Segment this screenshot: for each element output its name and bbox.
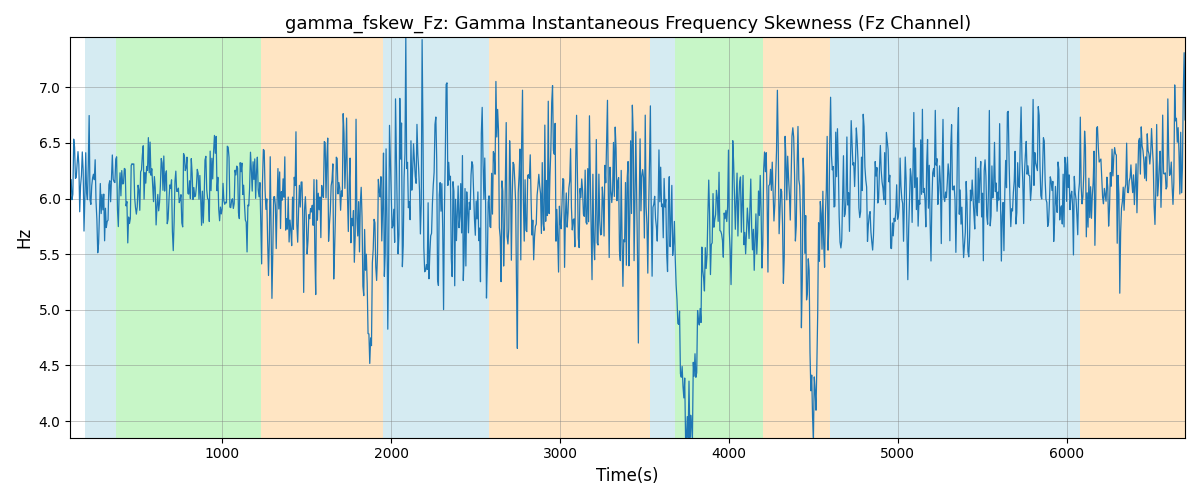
Bar bbox=[830, 38, 1030, 438]
Bar bbox=[490, 38, 649, 438]
Bar bbox=[1080, 38, 1186, 438]
Bar bbox=[1030, 38, 1080, 438]
Bar bbox=[763, 38, 830, 438]
Bar bbox=[383, 38, 490, 438]
Bar bbox=[116, 38, 262, 438]
X-axis label: Time(s): Time(s) bbox=[596, 467, 659, 485]
Title: gamma_fskew_Fz: Gamma Instantaneous Frequency Skewness (Fz Channel): gamma_fskew_Fz: Gamma Instantaneous Freq… bbox=[284, 15, 971, 34]
Bar bbox=[262, 38, 383, 438]
Y-axis label: Hz: Hz bbox=[16, 227, 34, 248]
Bar bbox=[85, 38, 116, 438]
Bar bbox=[649, 38, 674, 438]
Bar bbox=[674, 38, 763, 438]
